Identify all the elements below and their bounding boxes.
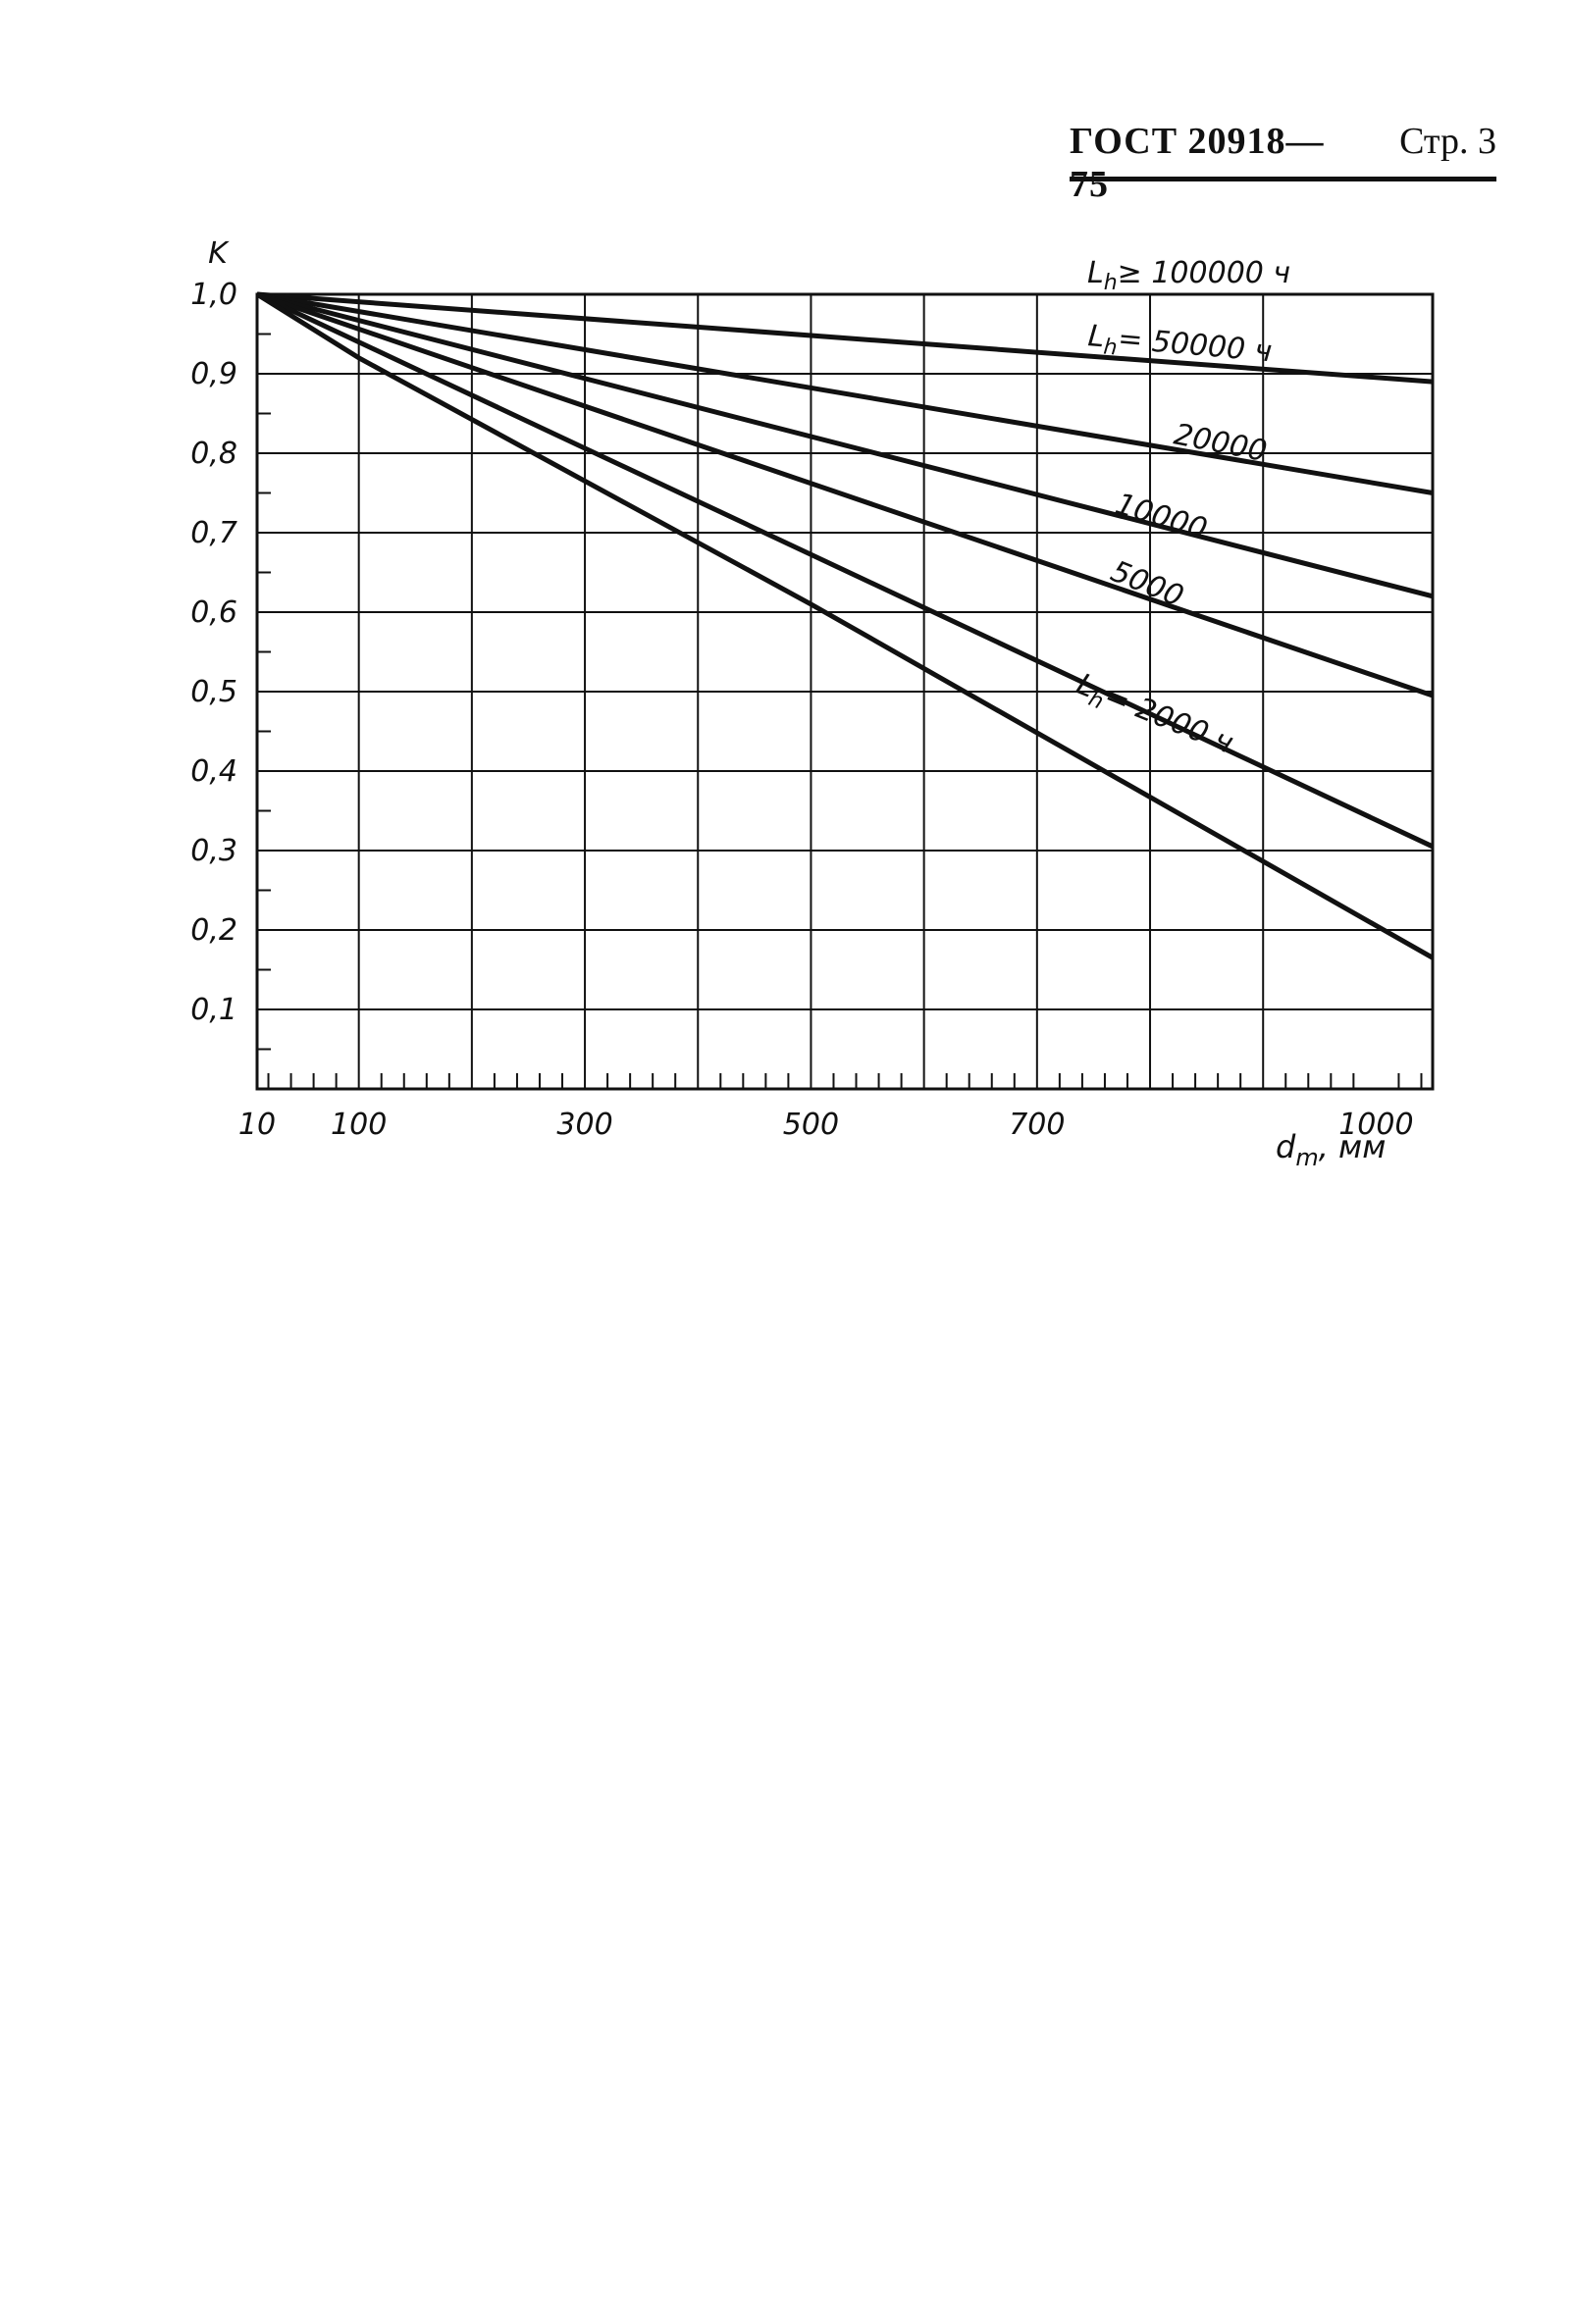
chart: 10 100 300 500 700 1000 0,1 0,2 0,3 0,4 0,5 0,6 0,7 0… bbox=[190, 236, 1435, 1171]
series-label-2: Lh= 50000 ч bbox=[1086, 319, 1274, 374]
x-tick-label: 1000 bbox=[1338, 1108, 1413, 1142]
y-tick-label: 0,3 bbox=[190, 834, 237, 868]
x-tick-label: 100 bbox=[331, 1108, 387, 1142]
series-label-3: 20000 bbox=[1171, 417, 1269, 469]
series-line-3 bbox=[256, 291, 1434, 599]
series-label-4: 10000 bbox=[1112, 487, 1212, 546]
x-tick-label: 500 bbox=[783, 1108, 839, 1142]
chart-series-lines bbox=[255, 291, 1435, 960]
chart-labels: 10 100 300 500 700 1000 0,1 0,2 0,3 0,4 0,5 0,6 0,7 0… bbox=[190, 236, 1413, 1171]
y-tick-label: 0,9 bbox=[190, 357, 237, 391]
y-tick-label: 0,2 bbox=[190, 913, 237, 948]
page-header: ГОСТ 20918—75 Стр. 3 bbox=[1070, 120, 1496, 205]
chart-grid bbox=[255, 292, 1435, 1091]
series-label-5: 5000 bbox=[1106, 554, 1188, 614]
y-tick-label: 0,5 bbox=[190, 675, 237, 709]
series-line-5 bbox=[255, 291, 1435, 850]
y-tick-label: 0,4 bbox=[190, 754, 237, 789]
series-line-4 bbox=[256, 291, 1434, 698]
y-tick-label: 0,8 bbox=[190, 437, 237, 471]
y-tick-label: 0,1 bbox=[190, 993, 237, 1027]
y-axis-label: K bbox=[208, 236, 230, 271]
x-tick-label: 10 bbox=[238, 1108, 276, 1142]
series-line-2 bbox=[256, 291, 1434, 495]
series-label-6: Lh= 2000 ч bbox=[1070, 667, 1238, 765]
series-line-1 bbox=[256, 291, 1434, 385]
x-tick-label: 700 bbox=[1009, 1108, 1065, 1142]
page-number: Стр. 3 bbox=[1399, 121, 1496, 162]
y-tick-label: 0,6 bbox=[190, 595, 237, 630]
series-label-1: Lh≥ 100000 ч bbox=[1087, 256, 1290, 295]
y-tick-label: 0,7 bbox=[190, 516, 237, 550]
standard-number: ГОСТ 20918—75 bbox=[1070, 121, 1325, 205]
series-line-6 bbox=[255, 291, 1435, 960]
y-tick-label: 1,0 bbox=[190, 278, 237, 312]
x-axis-label: dm, мм bbox=[1276, 1128, 1386, 1171]
x-tick-label: 300 bbox=[556, 1108, 612, 1142]
